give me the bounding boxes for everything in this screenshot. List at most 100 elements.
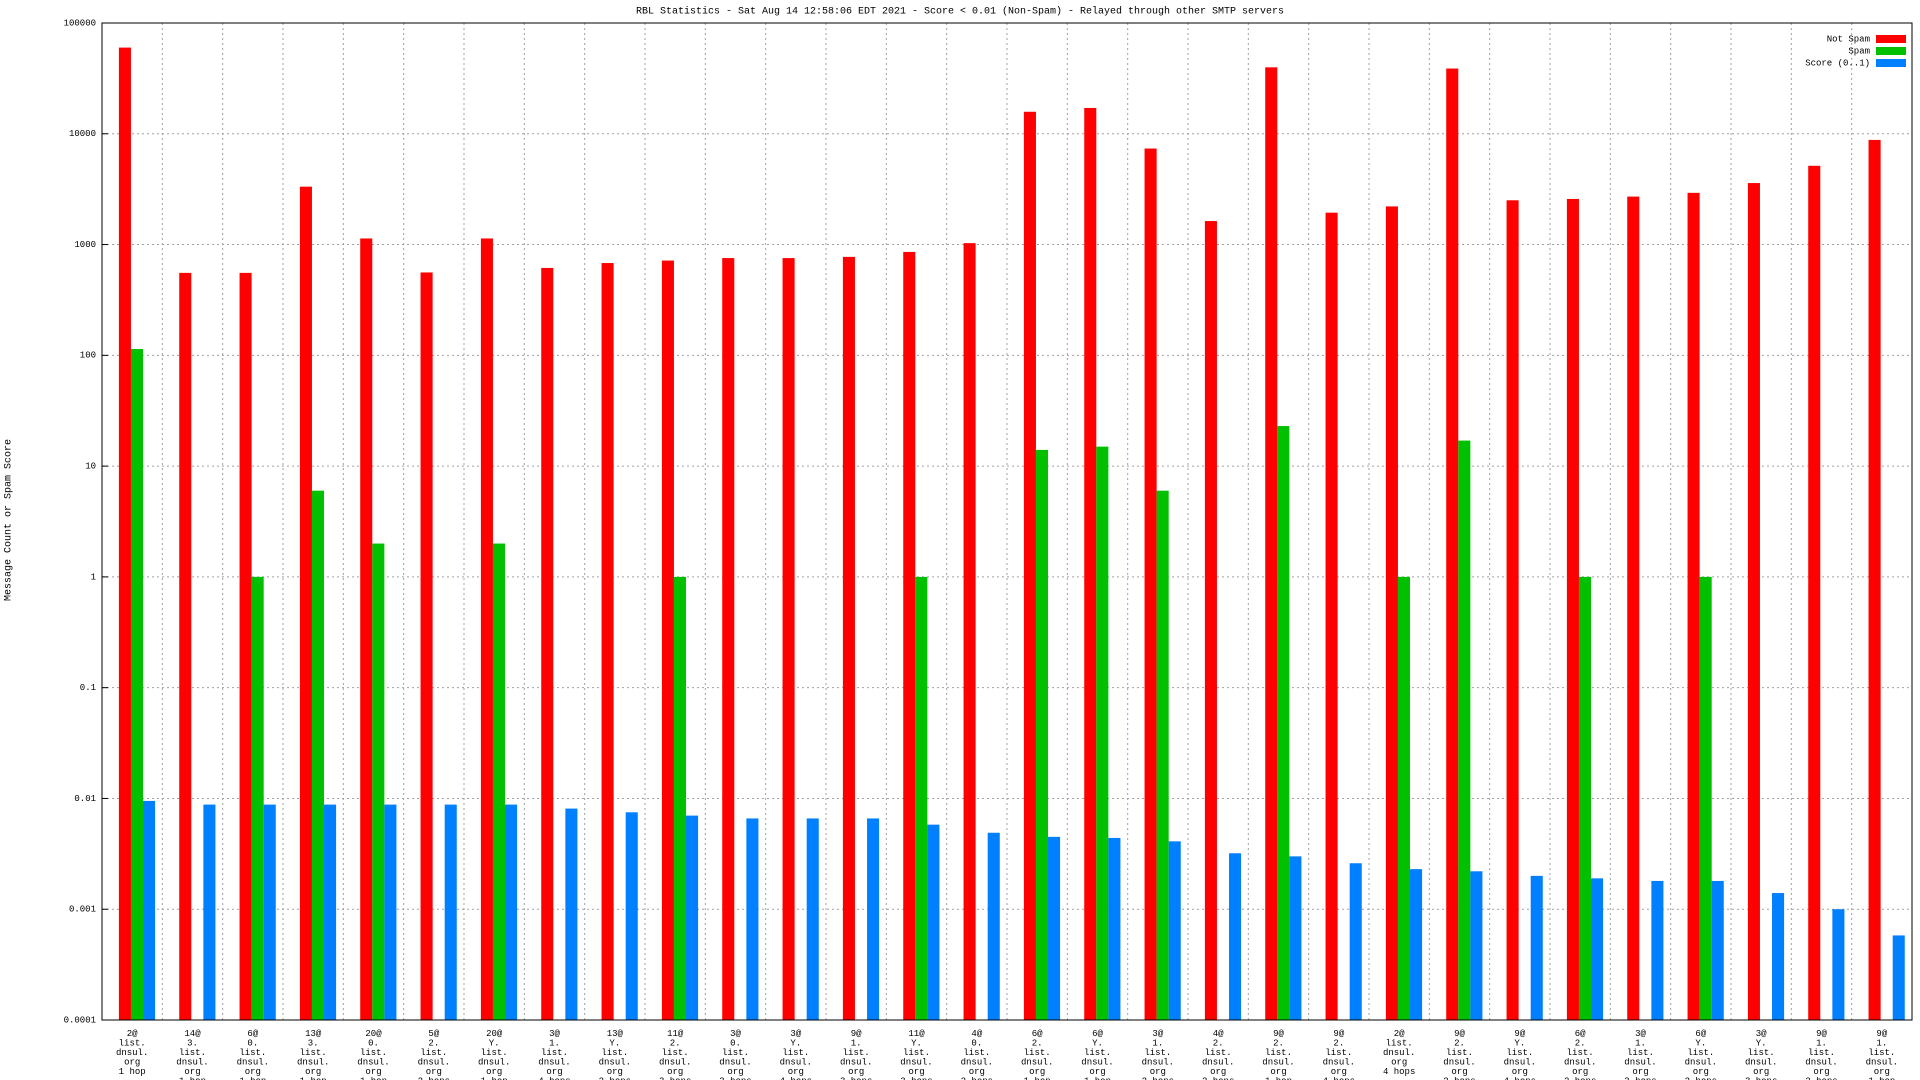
x-tick-label-line: dnsul. bbox=[418, 1058, 450, 1068]
x-tick-label-line: 4 hops bbox=[1383, 1067, 1415, 1077]
legend-label: Not Spam bbox=[1827, 34, 1870, 44]
x-tick-label-line: dnsul. bbox=[780, 1058, 812, 1068]
x-tick-label-line: list. bbox=[963, 1048, 990, 1058]
x-tick-label-line: 1. bbox=[1816, 1039, 1827, 1049]
x-tick-label-line: 2 hops bbox=[1685, 1077, 1717, 1080]
x-tick-label-line: 1 hop bbox=[360, 1077, 387, 1080]
x-tick-label-line: dnsul. bbox=[599, 1058, 631, 1068]
x-tick-label-line: list. bbox=[481, 1048, 508, 1058]
x-tick-label-line: 2. bbox=[1333, 1039, 1344, 1049]
bar bbox=[1711, 880, 1724, 1020]
x-tick-label-line: org bbox=[1270, 1067, 1286, 1077]
bar bbox=[492, 543, 506, 1020]
x-tick-label-line: dnsul. bbox=[1383, 1048, 1415, 1058]
x-tick-label-line: 9@ bbox=[851, 1029, 862, 1039]
x-tick-label-line: 2 hops bbox=[1564, 1077, 1596, 1080]
x-tick-label: 2@ list. dnsul. org 1 hop bbox=[116, 1029, 148, 1077]
x-tick-label-line: 6@ bbox=[1695, 1029, 1706, 1039]
x-tick-label-line: org bbox=[245, 1067, 261, 1077]
y-tick-label: 100000 bbox=[64, 18, 96, 28]
x-tick-label-line: org bbox=[848, 1067, 864, 1077]
bar bbox=[505, 804, 518, 1020]
x-tick-label-line: 20@ bbox=[365, 1029, 382, 1039]
x-tick-label-line: 1. bbox=[1876, 1039, 1887, 1049]
bar bbox=[480, 238, 493, 1020]
x-tick-label-line: 9@ bbox=[1333, 1029, 1344, 1039]
x-tick-label-line: dnsul. bbox=[478, 1058, 510, 1068]
bar bbox=[263, 804, 276, 1020]
x-tick-label-line: list. bbox=[1386, 1039, 1413, 1049]
bar bbox=[1204, 221, 1217, 1021]
x-tick-label-line: 1 hop bbox=[179, 1077, 206, 1080]
y-tick-label: 1 bbox=[91, 572, 96, 582]
y-axis-label: Message Count or Spam Score bbox=[4, 439, 15, 601]
x-tick-label-line: Y. bbox=[1756, 1039, 1767, 1049]
x-tick-label-line: dnsul. bbox=[961, 1058, 993, 1068]
x-tick-label-line: 11@ bbox=[667, 1029, 684, 1039]
x-tick-label-line: dnsul. bbox=[659, 1058, 691, 1068]
x-tick-label-line: 4@ bbox=[1213, 1029, 1224, 1039]
x-tick-label-line: 1. bbox=[549, 1039, 560, 1049]
bar bbox=[1325, 212, 1338, 1020]
x-tick-label-line: dnsul. bbox=[1202, 1058, 1234, 1068]
bar bbox=[915, 576, 928, 1020]
x-tick-label-line: dnsul. bbox=[357, 1058, 389, 1068]
x-tick-label-line: 1 hop bbox=[1084, 1077, 1111, 1080]
x-tick-label-line: org bbox=[365, 1067, 381, 1077]
x-tick-label-line: list. bbox=[1808, 1048, 1835, 1058]
x-tick-label-line: 1. bbox=[1635, 1039, 1646, 1049]
x-tick-label-line: org bbox=[1632, 1067, 1648, 1077]
bar bbox=[686, 815, 699, 1020]
bar bbox=[1470, 871, 1483, 1020]
bar bbox=[1385, 206, 1398, 1020]
x-tick-label-line: 1 hop bbox=[481, 1077, 508, 1080]
x-tick-label-line: 2. bbox=[428, 1039, 439, 1049]
x-tick-label-line: 2. bbox=[1273, 1039, 1284, 1049]
x-tick-label-line: 6@ bbox=[1032, 1029, 1043, 1039]
x-tick-label-line: 3@ bbox=[1756, 1029, 1767, 1039]
y-tick-label: 10000 bbox=[69, 129, 96, 139]
bar bbox=[1035, 449, 1049, 1021]
bar bbox=[1096, 446, 1109, 1020]
x-tick-label-line: 0. bbox=[247, 1039, 258, 1049]
bar bbox=[1277, 426, 1290, 1021]
x-tick-label-line: 20@ bbox=[486, 1029, 503, 1039]
bar bbox=[1397, 576, 1411, 1020]
x-tick-label-line: 3. bbox=[187, 1039, 198, 1049]
bar bbox=[420, 272, 433, 1021]
bar bbox=[143, 800, 156, 1020]
x-tick-label-line: org bbox=[1693, 1067, 1709, 1077]
x-tick-label-line: dnsul. bbox=[1805, 1058, 1837, 1068]
chart-title: RBL Statistics - Sat Aug 14 12:58:06 EDT… bbox=[636, 6, 1284, 18]
x-tick-label-line: 6@ bbox=[247, 1029, 258, 1039]
x-tick-label-line: 13@ bbox=[305, 1029, 322, 1039]
x-tick-label-line: 3 hops bbox=[1745, 1077, 1777, 1080]
bar bbox=[1832, 909, 1845, 1020]
x-tick-label-line: 4 hops bbox=[1323, 1077, 1355, 1080]
legend-swatch bbox=[1876, 35, 1906, 43]
x-tick-label-line: list. bbox=[1265, 1048, 1292, 1058]
bar bbox=[1229, 853, 1242, 1020]
x-tick-label-line: 3 hops bbox=[840, 1077, 872, 1080]
x-tick-label-line: 4 hops bbox=[538, 1077, 570, 1080]
x-tick-label-line: 2 hops bbox=[1443, 1077, 1475, 1080]
bar bbox=[311, 490, 325, 1020]
x-tick-label-line: Y. bbox=[1695, 1039, 1706, 1049]
bar bbox=[1591, 878, 1604, 1020]
x-tick-label-line: list. bbox=[601, 1048, 628, 1058]
bar bbox=[239, 272, 252, 1020]
x-tick-label-line: list. bbox=[1205, 1048, 1232, 1058]
x-tick-label-line: org bbox=[184, 1067, 200, 1077]
x-tick-label-line: 2. bbox=[1032, 1039, 1043, 1049]
x-tick-label-line: org bbox=[1813, 1067, 1829, 1077]
x-tick-label-line: org bbox=[1512, 1067, 1528, 1077]
x-tick-label-line: 0. bbox=[971, 1039, 982, 1049]
